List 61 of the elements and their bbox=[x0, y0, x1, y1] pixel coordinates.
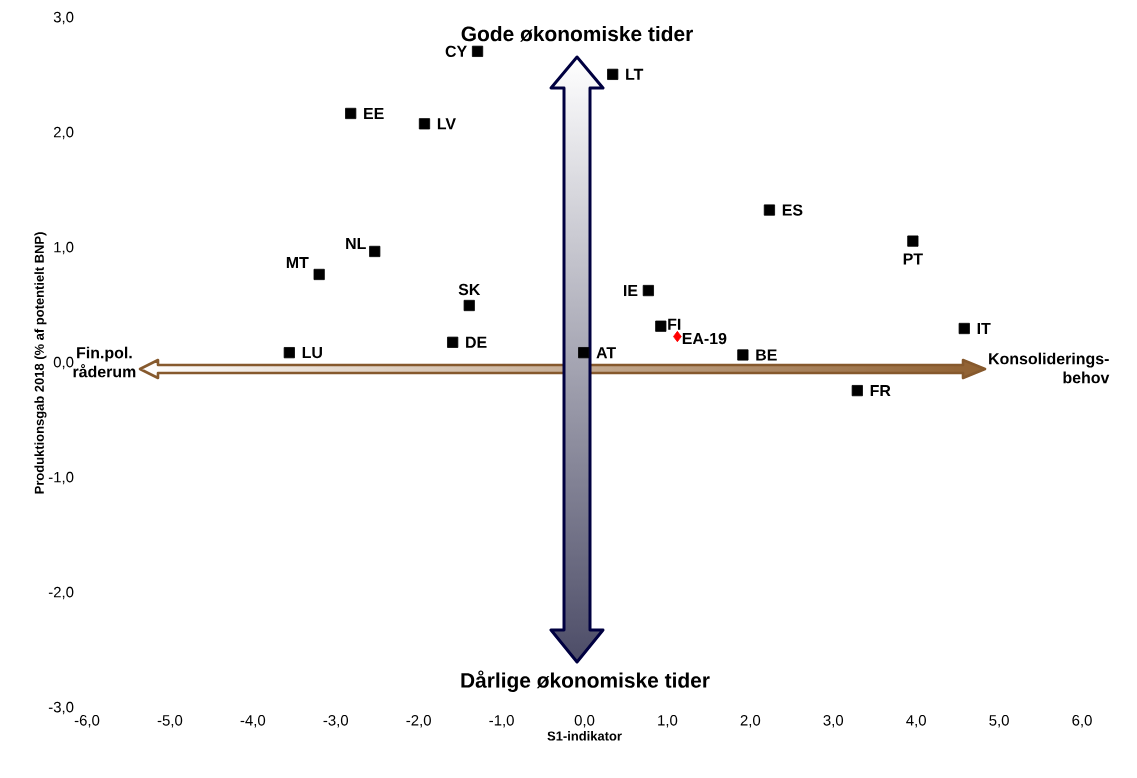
x-tick-label: 1,0 bbox=[658, 715, 678, 728]
point bbox=[283, 347, 295, 359]
annotation: Konsoliderings-behov bbox=[989, 352, 1110, 384]
point bbox=[578, 347, 590, 359]
x-tick-label: 0,0 bbox=[574, 715, 595, 728]
annotation: Gode økonomiske tider bbox=[461, 25, 693, 42]
series-label: FR bbox=[870, 385, 891, 397]
annotation: Fin.pol. råderum bbox=[73, 346, 136, 378]
series-label: LT bbox=[626, 68, 644, 80]
y-axis-title: Produktionsgab 2018 (% af potentielt BNP) bbox=[34, 232, 47, 494]
x-tick-label: 6,0 bbox=[1072, 715, 1092, 728]
point bbox=[463, 299, 475, 312]
x-axis-title: S1-indikator bbox=[547, 731, 622, 741]
point bbox=[655, 320, 667, 332]
series-label: IT bbox=[977, 323, 991, 334]
series-label: AT bbox=[596, 347, 616, 359]
series-label: LU bbox=[302, 347, 322, 359]
series-label: EA-19 bbox=[682, 332, 727, 345]
point bbox=[471, 45, 484, 57]
y-tick-label: 2,0 bbox=[53, 126, 74, 140]
series-label: EE bbox=[364, 107, 384, 119]
x-tick-label: -3,0 bbox=[323, 715, 349, 728]
x-tick-label: 3,0 bbox=[823, 715, 844, 728]
point bbox=[737, 349, 749, 361]
series-label: DE bbox=[466, 336, 487, 348]
point bbox=[313, 268, 325, 281]
series-label: CY bbox=[445, 45, 467, 57]
y-tick-label: 3,0 bbox=[53, 11, 74, 25]
series-label: MT bbox=[286, 257, 309, 269]
series-label: ES bbox=[782, 204, 803, 216]
y-tick-label: -2,0 bbox=[48, 586, 74, 600]
x-tick-label: -1,0 bbox=[489, 715, 514, 728]
x-tick-label: -5,0 bbox=[157, 715, 183, 728]
y-tick-label: 1,0 bbox=[54, 241, 74, 255]
series-label: FI bbox=[668, 318, 681, 330]
point bbox=[369, 245, 381, 258]
x-tick-label: -2,0 bbox=[406, 715, 431, 728]
annotation: Dårlige økonomiske tider bbox=[461, 670, 710, 693]
point bbox=[418, 118, 431, 130]
series-label: LV bbox=[437, 118, 456, 130]
point bbox=[907, 235, 919, 247]
x-tick-label: 4,0 bbox=[906, 715, 926, 728]
x-tick-label: 5,0 bbox=[989, 715, 1009, 728]
point bbox=[763, 204, 775, 216]
x-tick-label: -6,0 bbox=[74, 715, 100, 728]
series-label: BE bbox=[756, 349, 777, 361]
point bbox=[607, 68, 619, 80]
y-tick-label: -3,0 bbox=[48, 701, 74, 715]
x-tick-label: -4,0 bbox=[240, 715, 266, 728]
point bbox=[642, 284, 654, 297]
point bbox=[447, 336, 459, 348]
point bbox=[345, 107, 357, 120]
x-tick-label: 2,0 bbox=[740, 715, 761, 728]
point bbox=[958, 322, 970, 335]
y-tick-label: 0,0 bbox=[53, 356, 74, 370]
series-label: IE bbox=[623, 285, 638, 297]
series-label: PT bbox=[903, 253, 923, 265]
y-tick-label: -1,0 bbox=[48, 471, 74, 485]
point bbox=[851, 385, 863, 397]
series-label: SK bbox=[458, 283, 481, 296]
series-label: NL bbox=[346, 238, 366, 250]
